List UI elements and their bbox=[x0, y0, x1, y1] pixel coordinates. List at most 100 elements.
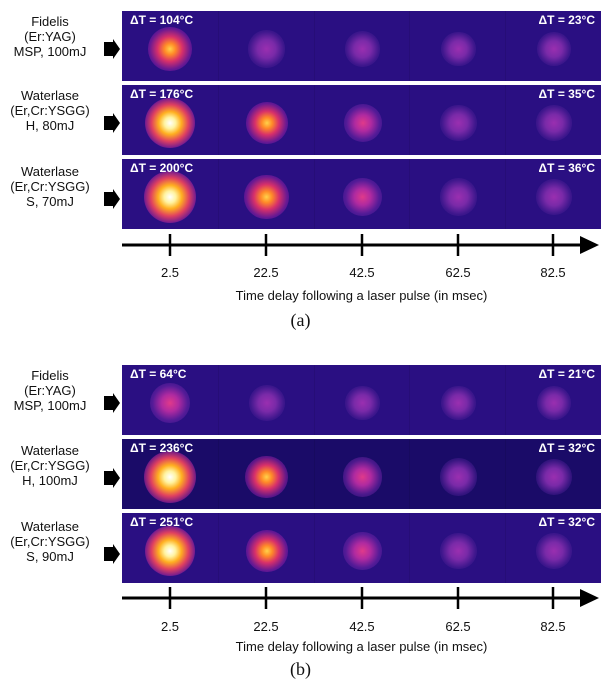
hot-spot bbox=[536, 179, 573, 215]
row-arrow-icon bbox=[104, 189, 120, 209]
delta-t-first: ΔT = 200°C bbox=[130, 161, 194, 175]
delta-t-first: ΔT = 251°C bbox=[130, 515, 194, 529]
thermal-strip-b-1: ΔT = 64°C ΔT = 21°C bbox=[122, 365, 601, 435]
thermal-frame bbox=[505, 513, 601, 583]
hot-spot bbox=[441, 385, 476, 421]
hot-spot bbox=[440, 31, 476, 67]
hot-spot bbox=[244, 174, 290, 220]
delta-t-first: ΔT = 64°C bbox=[130, 367, 187, 381]
row-label-fidelis-b: Fidelis (Er:YAG) MSP, 100mJ bbox=[0, 368, 100, 413]
hot-spot bbox=[343, 531, 382, 571]
hot-spot bbox=[537, 386, 572, 420]
row-label-waterlase-h-a: Waterlase (Er,Cr:YSGG) H, 80mJ bbox=[0, 88, 100, 133]
hot-spot bbox=[144, 525, 196, 577]
hot-spot bbox=[343, 177, 382, 217]
row-label-line: H, 100mJ bbox=[22, 473, 78, 488]
hot-spot bbox=[345, 385, 380, 421]
row-arrow-icon bbox=[104, 39, 120, 59]
thermal-strip-a-1: ΔT = 104°C ΔT = 23°C bbox=[122, 11, 601, 81]
delta-t-last: ΔT = 35°C bbox=[538, 87, 595, 101]
axis-title: Time delay following a laser pulse (in m… bbox=[235, 639, 488, 654]
row-label-line: Waterlase bbox=[20, 88, 80, 103]
row-label-line: S, 90mJ bbox=[26, 549, 74, 564]
thermal-strip-a-2: ΔT = 176°C ΔT = 35°C bbox=[122, 85, 601, 155]
row-label-waterlase-h-b: Waterlase (Er,Cr:YSGG) H, 100mJ bbox=[0, 443, 100, 488]
row-label-waterlase-s-b: Waterlase (Er,Cr:YSGG) S, 90mJ bbox=[0, 519, 100, 564]
axis-title: Time delay following a laser pulse (in m… bbox=[235, 288, 488, 303]
panel-caption: (b) bbox=[290, 659, 311, 679]
panel-b: Fidelis (Er:YAG) MSP, 100mJ Waterlase (E… bbox=[0, 343, 601, 686]
delta-t-last: ΔT = 23°C bbox=[538, 13, 595, 27]
thermal-frame bbox=[313, 365, 411, 435]
thermal-frame bbox=[217, 159, 315, 229]
row-label-line: Waterlase bbox=[20, 519, 80, 534]
thermal-frame bbox=[122, 159, 218, 229]
hot-spot bbox=[537, 32, 572, 66]
delta-t-last: ΔT = 32°C bbox=[538, 441, 595, 455]
thermal-frame bbox=[409, 513, 506, 583]
hot-spot bbox=[245, 455, 289, 499]
row-label-line: MSP, 100mJ bbox=[13, 44, 87, 59]
delta-t-first: ΔT = 236°C bbox=[130, 441, 194, 455]
hot-spot bbox=[150, 383, 190, 423]
tick-label: 22.5 bbox=[253, 265, 279, 280]
thermal-frame bbox=[217, 11, 315, 81]
thermal-frame bbox=[217, 365, 315, 435]
axis-arrowhead-icon bbox=[580, 589, 599, 607]
hot-spot bbox=[248, 30, 286, 68]
tick-label: 42.5 bbox=[349, 265, 375, 280]
thermal-frame bbox=[505, 85, 601, 155]
hot-spot bbox=[343, 104, 382, 142]
thermal-frame bbox=[122, 439, 218, 509]
row-label-line: Fidelis bbox=[31, 14, 69, 29]
row-label-line: S, 70mJ bbox=[26, 194, 74, 209]
thermal-frame bbox=[122, 11, 218, 81]
tick-label: 2.5 bbox=[160, 619, 180, 634]
thermal-frame bbox=[313, 159, 411, 229]
row-arrow-icon bbox=[104, 544, 120, 564]
thermal-frame bbox=[505, 365, 601, 435]
thermal-frame bbox=[409, 11, 506, 81]
thermal-frame bbox=[313, 85, 411, 155]
row-label-line: H, 80mJ bbox=[25, 118, 75, 133]
row-label-line: Fidelis bbox=[31, 368, 69, 383]
hot-spot bbox=[342, 457, 383, 497]
tick-label: 22.5 bbox=[253, 619, 279, 634]
thermal-strip-b-2: ΔT = 236°C ΔT = 32°C bbox=[122, 439, 601, 509]
row-label-line: (Er:YAG) bbox=[24, 383, 76, 398]
thermal-frame bbox=[409, 365, 506, 435]
hot-spot bbox=[144, 97, 196, 149]
delta-t-first: ΔT = 176°C bbox=[130, 87, 194, 101]
row-label-line: Waterlase bbox=[20, 443, 80, 458]
thermal-frame bbox=[217, 439, 315, 509]
tick-label: 62.5 bbox=[445, 265, 471, 280]
tick-label: 2.5 bbox=[160, 265, 180, 280]
thermal-frame bbox=[122, 513, 218, 583]
row-label-line: (Er,Cr:YSGG) bbox=[10, 458, 90, 473]
row-arrow-icon bbox=[104, 393, 120, 413]
delta-t-first: ΔT = 104°C bbox=[130, 13, 194, 27]
thermal-frame bbox=[122, 365, 218, 435]
thermal-frame bbox=[505, 11, 601, 81]
hot-spot bbox=[536, 105, 573, 141]
row-arrow-icon bbox=[104, 468, 120, 488]
tick-label: 42.5 bbox=[349, 619, 375, 634]
row-label-line: MSP, 100mJ bbox=[13, 398, 87, 413]
thermal-frame bbox=[409, 439, 506, 509]
hot-spot bbox=[246, 530, 288, 572]
hot-spot bbox=[536, 458, 573, 496]
hot-spot bbox=[144, 171, 196, 223]
thermal-frame bbox=[505, 439, 601, 509]
thermal-frame bbox=[409, 85, 506, 155]
tick-label: 82.5 bbox=[540, 265, 566, 280]
thermal-frame bbox=[313, 513, 411, 583]
hot-spot bbox=[248, 385, 285, 421]
thermal-frame bbox=[505, 159, 601, 229]
delta-t-last: ΔT = 32°C bbox=[538, 515, 595, 529]
row-label-line: (Er,Cr:YSGG) bbox=[10, 179, 90, 194]
hot-spot bbox=[440, 532, 477, 570]
thermal-strip-a-3: ΔT = 200°C ΔT = 36°C bbox=[122, 159, 601, 229]
row-label-waterlase-s-a: Waterlase (Er,Cr:YSGG) S, 70mJ bbox=[0, 164, 100, 209]
axis-arrowhead-icon bbox=[580, 236, 599, 254]
hot-spot bbox=[245, 101, 288, 145]
